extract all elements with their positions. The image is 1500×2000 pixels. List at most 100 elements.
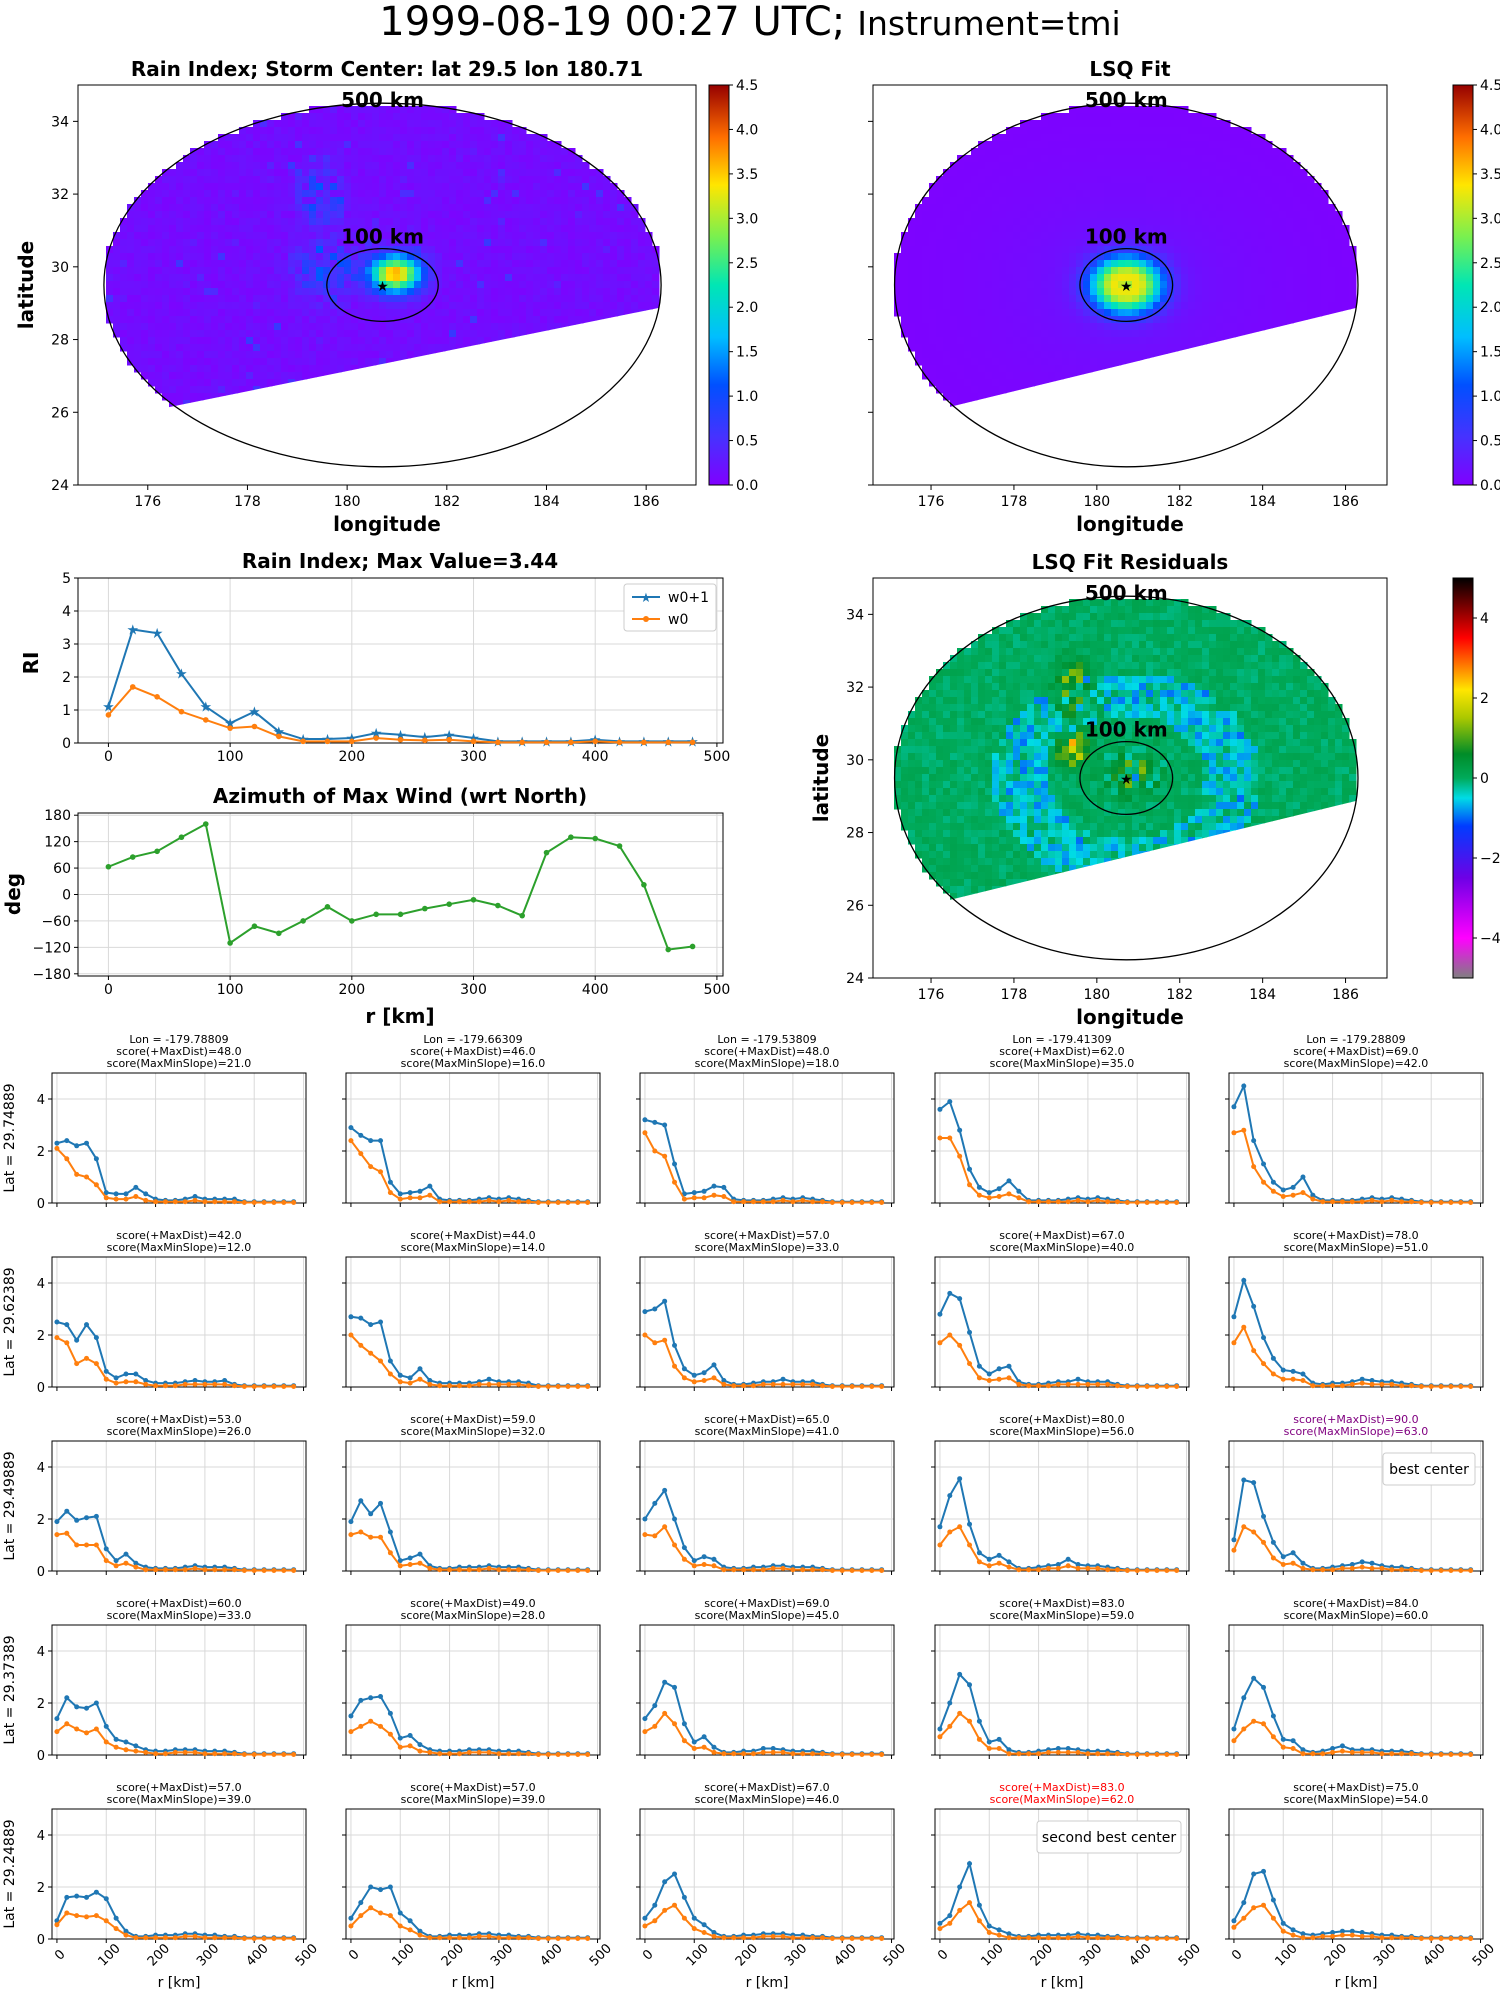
swath-cell <box>547 190 555 198</box>
swath-cell <box>491 204 499 212</box>
swath-cell <box>526 239 534 247</box>
swath-cell <box>1223 120 1231 128</box>
swath-cell <box>484 120 492 128</box>
swath-cell <box>1013 197 1021 205</box>
swath-cell <box>978 176 986 184</box>
swath-cell <box>1286 281 1294 289</box>
swath-cell <box>435 176 443 184</box>
swath-cell <box>1020 183 1028 191</box>
swath-cell <box>1230 141 1238 149</box>
swath-cell <box>1111 225 1119 233</box>
swath-cell <box>1181 232 1189 240</box>
swath-cell <box>505 365 513 373</box>
swath-cell <box>442 295 450 303</box>
swath-cell <box>512 127 520 135</box>
swath-cell <box>1125 197 1133 205</box>
swath-cell <box>1251 148 1259 156</box>
swath-cell <box>141 288 149 296</box>
swath-cell <box>1216 141 1224 149</box>
swath-cell <box>603 379 611 387</box>
swath-cell <box>246 141 254 149</box>
swath-cell <box>498 365 506 373</box>
swath-cell <box>351 379 359 387</box>
swath-cell <box>463 267 471 275</box>
swath-cell <box>1195 281 1203 289</box>
swath-cell <box>533 134 541 142</box>
swath-cell <box>1307 204 1315 212</box>
swath-cell <box>1307 295 1315 303</box>
swath-cell <box>915 225 923 233</box>
swath-cell <box>1209 246 1217 254</box>
swath-cell <box>232 218 240 226</box>
swath-cell <box>204 190 212 198</box>
swath-cell <box>992 316 1000 324</box>
swath-cell <box>477 330 485 338</box>
swath-cell <box>610 204 618 212</box>
swath-cell <box>239 218 247 226</box>
swath-cell <box>239 379 247 387</box>
swath-cell <box>950 239 958 247</box>
swath-cell <box>512 190 520 198</box>
swath-cell <box>323 204 331 212</box>
swath-cell <box>575 211 583 219</box>
swath-cell <box>978 288 986 296</box>
swath-cell <box>288 365 296 373</box>
swath-cell <box>1062 190 1070 198</box>
swath-cell <box>1139 120 1147 128</box>
swath-cell <box>365 330 373 338</box>
swath-cell <box>1230 295 1238 303</box>
swath-cell <box>1209 134 1217 142</box>
swath-cell <box>1062 134 1070 142</box>
swath-cell <box>1027 267 1035 275</box>
swath-cell <box>456 239 464 247</box>
swath-cell <box>449 316 457 324</box>
swath-cell <box>176 225 184 233</box>
swath-cell <box>498 400 506 408</box>
swath-cell <box>491 211 499 219</box>
swath-cell <box>547 267 555 275</box>
swath-cell <box>908 239 916 247</box>
swath-cell <box>1111 176 1119 184</box>
swath-cell <box>176 183 184 191</box>
swath-cell <box>281 190 289 198</box>
swath-cell <box>568 365 576 373</box>
swath-cell <box>225 330 233 338</box>
swath-cell <box>1097 197 1105 205</box>
swath-cell <box>1216 190 1224 198</box>
swath-cell <box>971 169 979 177</box>
swath-cell <box>589 372 597 380</box>
swath-cell <box>246 309 254 317</box>
swath-cell <box>491 274 499 282</box>
swath-cell <box>540 141 548 149</box>
swath-cell <box>323 274 331 282</box>
swath-cell <box>1342 281 1350 289</box>
swath-cell <box>498 351 506 359</box>
swath-cell <box>190 316 198 324</box>
swath-cell <box>239 141 247 149</box>
swath-cell <box>1146 288 1154 296</box>
swath-cell <box>1069 155 1077 163</box>
swath-cell <box>477 407 485 415</box>
swath-cell <box>407 400 415 408</box>
swath-cell <box>463 414 471 422</box>
swath-cell <box>978 155 986 163</box>
swath-cell <box>1342 239 1350 247</box>
swath-cell <box>617 197 625 205</box>
swath-cell <box>1279 239 1287 247</box>
swath-cell <box>463 155 471 163</box>
swath-cell <box>1111 274 1119 282</box>
swath-cell <box>330 134 338 142</box>
swath-cell <box>225 379 233 387</box>
swath-cell <box>204 372 212 380</box>
swath-cell <box>477 365 485 373</box>
swath-cell <box>957 253 965 261</box>
colorbar-tick-label: 2.0 <box>736 300 758 316</box>
swath-cell <box>113 309 121 317</box>
swath-cell <box>253 134 261 142</box>
swath-cell <box>309 260 317 268</box>
swath-cell <box>470 176 478 184</box>
swath-cell <box>1167 134 1175 142</box>
swath-cell <box>1069 232 1077 240</box>
swath-cell <box>1076 309 1084 317</box>
